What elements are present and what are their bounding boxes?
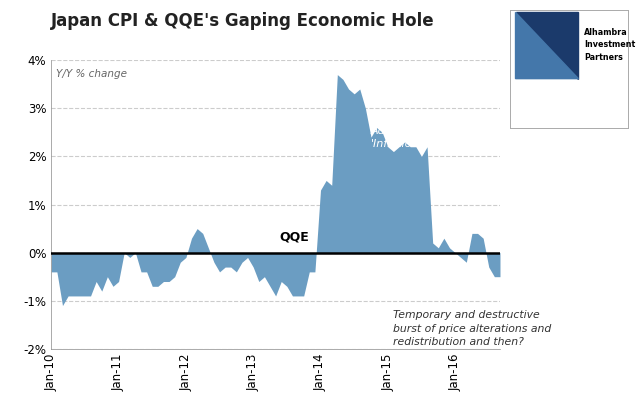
Text: QQE: QQE	[279, 230, 310, 243]
Text: Y/Y % change: Y/Y % change	[56, 69, 127, 79]
Polygon shape	[515, 12, 578, 79]
Text: Tax Hike
Adds to
'Inflation': Tax Hike Adds to 'Inflation'	[371, 113, 422, 150]
Text: Alhambra
Investment
Partners: Alhambra Investment Partners	[585, 28, 636, 62]
Text: Japan CPI & QQE's Gaping Economic Hole: Japan CPI & QQE's Gaping Economic Hole	[51, 12, 435, 30]
Text: Temporary and destructive
burst of price alterations and
redistribution and then: Temporary and destructive burst of price…	[394, 310, 552, 347]
Polygon shape	[515, 12, 578, 79]
